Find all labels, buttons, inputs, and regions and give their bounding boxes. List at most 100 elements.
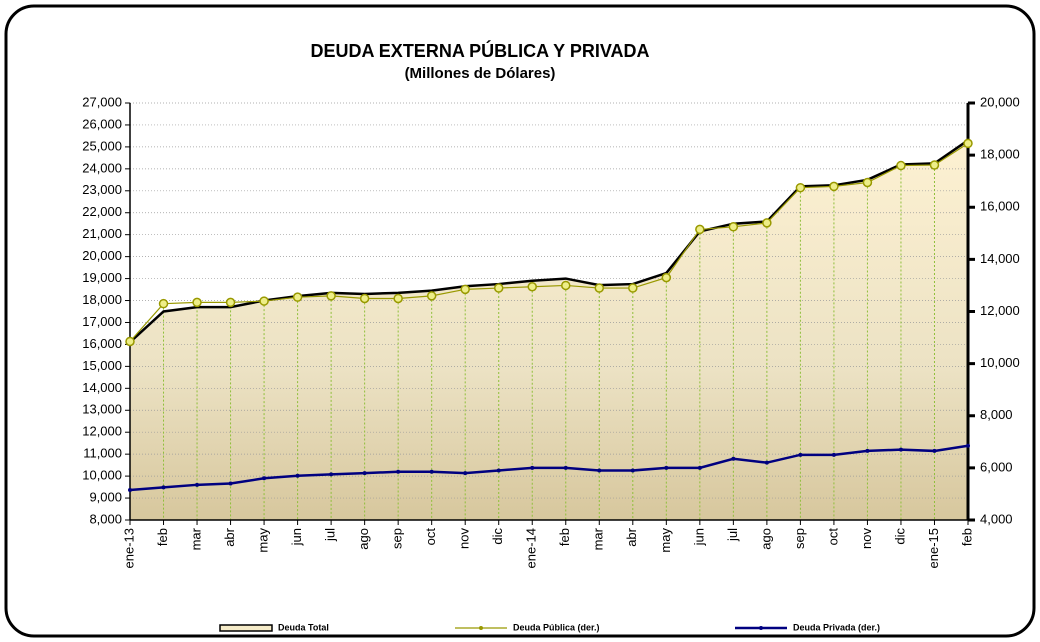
legend-swatch	[219, 624, 273, 632]
marker	[630, 468, 635, 473]
y-tick-label: 8,000	[89, 511, 122, 526]
x-tick-label: nov	[859, 528, 874, 549]
y-tick-label: 27,000	[82, 94, 122, 109]
marker	[597, 468, 602, 473]
marker	[259, 296, 269, 306]
y2-tick-label: 18,000	[980, 147, 1020, 162]
x-tick-label: ene-13	[121, 528, 136, 568]
marker	[292, 292, 303, 302]
area	[130, 140, 968, 520]
marker	[496, 468, 501, 473]
y-tick-label: 14,000	[82, 380, 122, 395]
y-tick-label: 26,000	[82, 116, 122, 131]
marker	[359, 293, 370, 304]
marker	[865, 448, 870, 453]
marker	[798, 452, 803, 457]
x-tick-label: may	[658, 528, 673, 553]
marker	[831, 452, 836, 457]
marker	[731, 456, 736, 461]
marker	[530, 465, 535, 470]
marker	[795, 182, 806, 193]
marker	[966, 443, 970, 448]
marker	[695, 224, 705, 235]
y2-tick-label: 8,000	[980, 407, 1013, 422]
x-tick-label: abr	[624, 527, 639, 546]
marker	[898, 447, 903, 452]
y2-tick-label: 12,000	[980, 303, 1020, 318]
marker	[463, 471, 468, 476]
x-tick-label: feb	[557, 528, 572, 546]
marker	[728, 222, 739, 232]
marker	[426, 291, 437, 301]
y-tick-label: 21,000	[82, 226, 122, 241]
x-tick-label: oct	[423, 528, 438, 546]
y-tick-label: 12,000	[82, 424, 122, 439]
y-tick-label: 16,000	[82, 336, 122, 351]
marker	[329, 472, 334, 477]
x-tick-label: feb	[959, 528, 974, 546]
marker	[493, 283, 504, 293]
marker	[829, 181, 839, 192]
marker	[527, 281, 537, 292]
x-tick-label: ago	[356, 528, 371, 550]
y-tick-label: 10,000	[82, 468, 122, 483]
x-tick-label: mar	[188, 527, 203, 550]
marker	[896, 160, 906, 171]
marker	[195, 482, 200, 487]
series-line	[129, 139, 969, 344]
y2-tick-label: 14,000	[980, 251, 1020, 266]
y-tick-label: 24,000	[82, 160, 122, 175]
y2-tick-label: 4,000	[980, 511, 1013, 526]
legend-marker	[479, 626, 483, 630]
marker	[326, 291, 336, 301]
series-line	[129, 142, 969, 342]
marker	[563, 465, 568, 470]
legend-marker	[759, 626, 763, 630]
chart-title: DEUDA EXTERNA PÚBLICA Y PRIVADA	[310, 40, 649, 61]
marker	[628, 283, 638, 293]
marker	[561, 280, 571, 291]
legend-label: Deuda Pública (der.)	[513, 622, 600, 632]
marker	[862, 177, 873, 188]
marker	[697, 465, 702, 470]
y-tick-label: 17,000	[82, 314, 122, 329]
x-tick-label: sep	[792, 528, 807, 549]
legend-label: Deuda Total	[278, 622, 329, 632]
x-tick-label: jun	[691, 528, 706, 546]
y-tick-label: 15,000	[82, 358, 122, 373]
y-tick-label: 25,000	[82, 138, 122, 153]
marker	[161, 485, 166, 490]
marker	[764, 460, 769, 465]
y-tick-label: 23,000	[82, 182, 122, 197]
marker	[963, 138, 973, 149]
x-tick-label: may	[256, 528, 271, 553]
y2-tick-label: 20,000	[980, 94, 1020, 109]
x-tick-label: dic	[490, 528, 505, 545]
chart-subtitle: (Millones de Dólares)	[405, 65, 556, 82]
x-tick-label: jul	[725, 528, 740, 542]
marker	[460, 284, 470, 295]
x-tick-label: jun	[289, 528, 304, 546]
y2-tick-label: 16,000	[980, 199, 1020, 214]
marker	[262, 476, 267, 481]
x-tick-label: ene-15	[926, 528, 941, 568]
x-tick-label: jul	[323, 528, 338, 542]
x-tick-label: abr	[222, 527, 237, 546]
y-tick-label: 11,000	[83, 446, 122, 461]
marker	[762, 218, 772, 228]
x-tick-label: nov	[457, 528, 472, 549]
marker	[295, 473, 300, 478]
y-tick-label: 9,000	[89, 489, 122, 504]
y-tick-label: 22,000	[82, 204, 122, 219]
y-tick-label: 18,000	[82, 292, 122, 307]
x-tick-label: ago	[758, 528, 773, 550]
marker	[393, 293, 403, 304]
marker	[396, 469, 401, 474]
x-tick-label: oct	[825, 528, 840, 546]
marker	[664, 465, 669, 470]
marker	[932, 448, 937, 453]
marker	[228, 481, 233, 486]
marker	[128, 488, 132, 493]
y-tick-label: 20,000	[82, 248, 122, 263]
